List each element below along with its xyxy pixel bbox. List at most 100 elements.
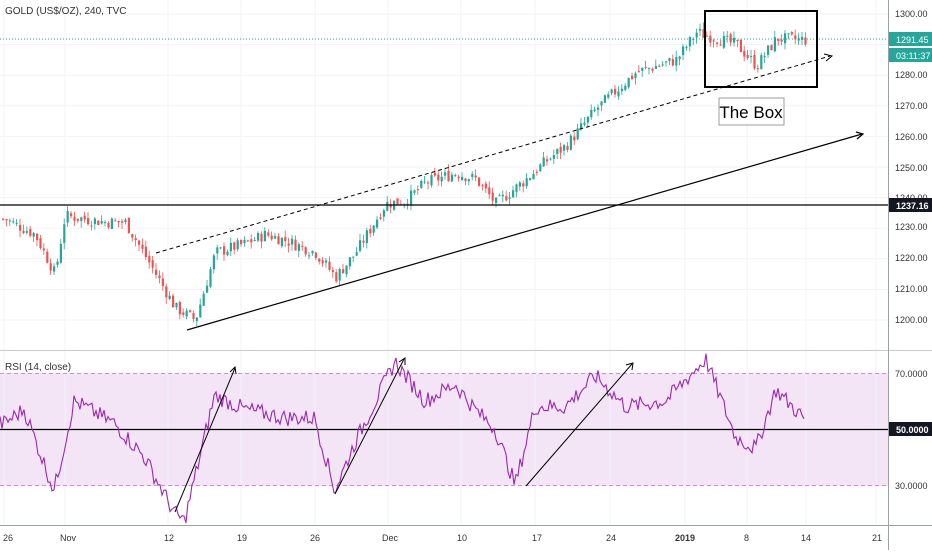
time-tick-label: 12 [164, 533, 174, 543]
candle-body [42, 248, 45, 251]
candle-body [597, 107, 600, 110]
candle-body [614, 88, 617, 95]
candle-body [185, 310, 188, 317]
candle-body [464, 178, 467, 182]
candle-body [233, 242, 236, 250]
candle-body [573, 136, 576, 141]
candle-body [270, 235, 273, 240]
candle-body [328, 261, 331, 270]
candle-body [389, 204, 392, 208]
candle-body [63, 224, 66, 243]
candle-body [25, 231, 28, 233]
candle-body [620, 88, 623, 92]
time-scale[interactable]: 26 Nov 12 19 26 Dec 10 17 24 2019 8 14 2… [3, 533, 882, 543]
candle-body [382, 210, 385, 217]
candle-body [189, 310, 192, 312]
candle-body [199, 304, 202, 318]
candle-body [763, 56, 766, 58]
candle-body [535, 171, 538, 173]
candle-body [304, 247, 307, 255]
candle-body [311, 250, 314, 254]
candle-body [634, 73, 637, 78]
candle-body [702, 29, 705, 38]
candle-body [206, 285, 209, 293]
candle-body [760, 55, 763, 70]
support-trendline[interactable] [186, 133, 863, 331]
candle-body [76, 218, 79, 221]
candle-body [345, 265, 348, 275]
candle-body [379, 217, 382, 219]
candle-body [386, 201, 389, 211]
candle-body [563, 145, 566, 151]
candle-body [617, 91, 620, 97]
candle-body [376, 219, 379, 228]
candle-body [716, 42, 719, 44]
candle-body [437, 174, 440, 181]
candle-body [359, 240, 362, 251]
price-tick-label: 1220.00 [895, 253, 928, 263]
candle-body [719, 44, 722, 46]
candle-body [80, 217, 83, 222]
candle-body [508, 197, 511, 199]
candle-body [512, 190, 515, 198]
rsi-mid-badge [889, 422, 932, 436]
candle-body [505, 196, 508, 201]
candle-body [542, 157, 545, 167]
price-tick-label: 1210.00 [895, 284, 928, 294]
candle-body [546, 159, 549, 162]
candle-body [155, 269, 158, 275]
candle-body [253, 239, 256, 241]
chart-title: GOLD (US$/OZ), 240, TVC [5, 6, 127, 17]
countdown-label: 03:11:37 [896, 51, 930, 61]
candle-body [287, 243, 290, 246]
candle-body [593, 109, 596, 112]
candle-body [141, 244, 144, 249]
candle-body [257, 233, 260, 241]
candle-body [22, 230, 25, 234]
channel-trendline-dashed[interactable] [155, 55, 831, 254]
candle-body [70, 213, 73, 217]
candle-body [450, 174, 453, 182]
candle-body [427, 182, 430, 184]
time-tick-label: 2019 [675, 533, 695, 543]
candle-body [709, 35, 712, 43]
candle-body [144, 246, 147, 258]
candle-body [12, 221, 15, 223]
candle-body [787, 33, 790, 35]
candle-body [416, 189, 419, 191]
candle-body [301, 245, 304, 247]
rsi-arrow-2[interactable] [334, 358, 405, 495]
candle-body [777, 38, 780, 42]
the-box-rectangle[interactable] [704, 10, 818, 88]
candle-body [291, 238, 294, 245]
candle-body [736, 39, 739, 42]
countdown-badge [889, 48, 932, 62]
candle-body [124, 219, 127, 223]
candle-body [406, 203, 409, 205]
candle-body [607, 94, 610, 98]
rsi-arrow-1[interactable] [174, 367, 236, 513]
candle-body [756, 68, 759, 70]
candle-body [600, 101, 603, 106]
time-tick-label: 26 [3, 533, 13, 543]
candle-body [654, 66, 657, 69]
candle-body [678, 56, 681, 60]
candle-body [624, 85, 627, 90]
rsi-arrow-3[interactable] [525, 363, 633, 487]
candle-body [192, 313, 195, 319]
candle-body [325, 260, 328, 263]
candle-body [73, 216, 76, 221]
candle-body [8, 220, 11, 222]
rsi-arrow-3-head [625, 362, 634, 371]
time-tick-label: 17 [532, 533, 542, 543]
candle-body [369, 228, 372, 234]
candle-body [352, 256, 355, 258]
candle-body [229, 242, 232, 252]
candle-body [576, 128, 579, 140]
candle-body [661, 64, 664, 66]
candle-body [539, 164, 542, 172]
rsi-title: RSI (14, close) [5, 362, 71, 373]
candle-body [804, 37, 807, 45]
candle-body [474, 175, 477, 178]
